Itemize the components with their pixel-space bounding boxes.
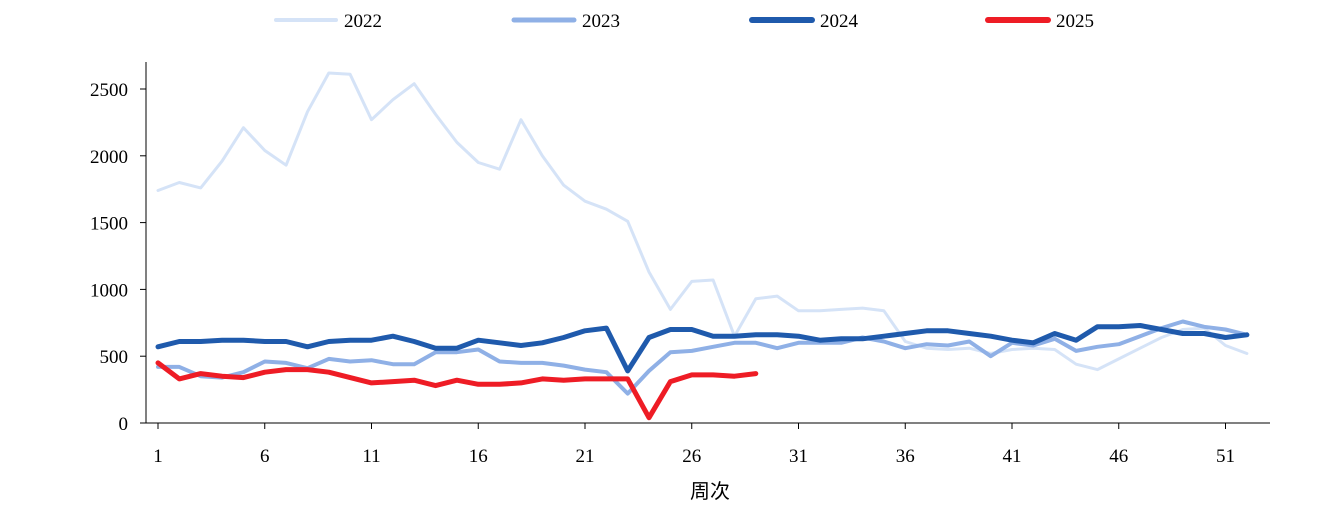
x-tick-label: 26: [682, 446, 701, 467]
x-tick-label: 51: [1216, 446, 1235, 467]
x-tick-label: 21: [576, 446, 595, 467]
y-tick-label: 2000: [90, 147, 128, 168]
legend-label-2024: 2024: [820, 11, 859, 32]
series-line-2024: [155, 323, 1250, 374]
plot-area: [155, 71, 1250, 421]
y-tick-label: 2500: [90, 80, 128, 101]
y-tick-label: 1500: [90, 214, 128, 235]
x-tick-label: 41: [1003, 446, 1022, 467]
series-line-2022: [156, 71, 1249, 372]
x-tick-label: 31: [789, 446, 808, 467]
x-tick-label: 1: [153, 446, 163, 467]
y-tick-label: 0: [119, 414, 129, 435]
legend: 2022 2023 2024 2025: [274, 11, 1094, 32]
legend-label-2022: 2022: [344, 11, 382, 32]
x-tick-label: 6: [260, 446, 270, 467]
x-tick-label: 11: [362, 446, 380, 467]
legend-label-2025: 2025: [1056, 11, 1094, 32]
x-tick-label: 46: [1109, 446, 1128, 467]
x-tick-label: 16: [469, 446, 488, 467]
y-tick-label: 1000: [90, 280, 128, 301]
legend-label-2023: 2023: [582, 11, 620, 32]
series-line-2023: [156, 319, 1249, 396]
series-line-2025: [155, 360, 759, 421]
y-tick-label: 500: [100, 347, 129, 368]
x-tick-label: 36: [896, 446, 915, 467]
x-axis-title: 周次: [690, 479, 730, 503]
